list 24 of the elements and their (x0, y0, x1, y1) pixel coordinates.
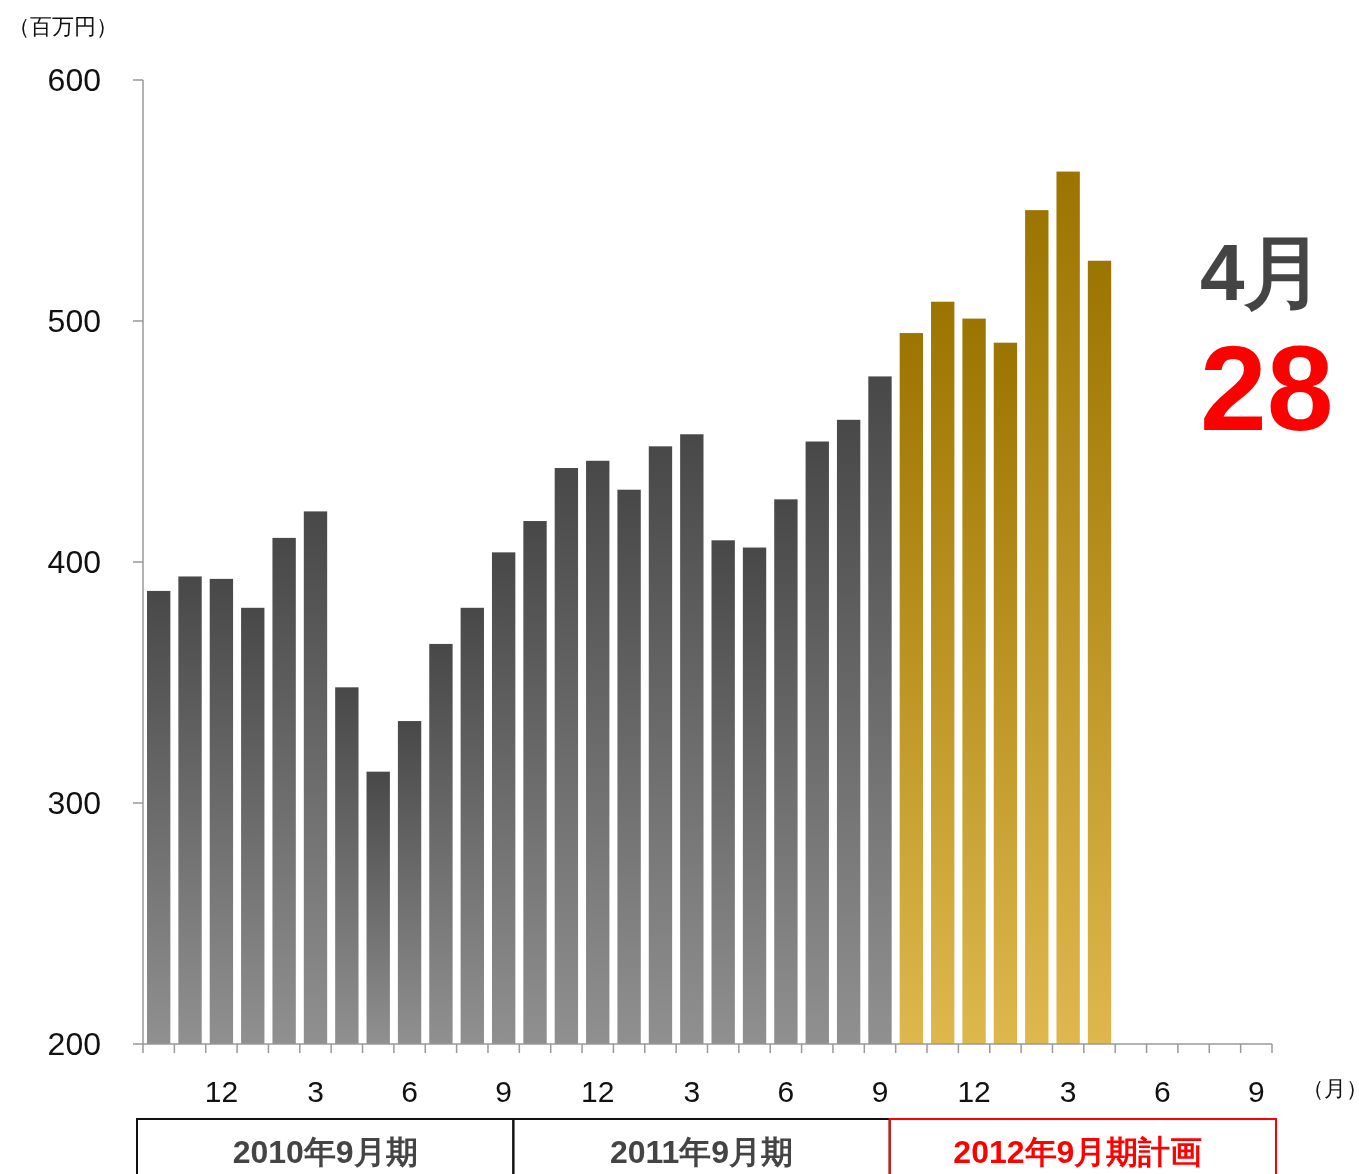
y-tick-label: 200 (47, 1026, 101, 1062)
x-tick-label: 9 (495, 1075, 512, 1108)
x-axis-title: （月） (1302, 1076, 1359, 1101)
text: 2012年9月期計画 (953, 1134, 1203, 1170)
x-tick-label: 12 (204, 1075, 239, 1108)
x-tick-label: 9 (1247, 1075, 1265, 1108)
text: 2011年9月期 (609, 1134, 794, 1170)
x-tick-label: 3 (1059, 1075, 1077, 1108)
text: 2010年9月期 (232, 1134, 418, 1170)
y-tick-label: 500 (47, 303, 101, 339)
x-tick-label: 3 (307, 1075, 324, 1108)
annotation: 28 (1200, 321, 1334, 455)
x-tick-label: 12 (581, 1075, 615, 1108)
x-tick-label: 3 (683, 1075, 701, 1108)
x-tick-label: 6 (1153, 1075, 1171, 1108)
x-tick-label: 6 (401, 1075, 418, 1108)
x-tick-label: 12 (957, 1075, 991, 1108)
x-tick-label: 9 (871, 1075, 889, 1108)
annotation: 4月 (1200, 228, 1325, 317)
y-axis-title: （百万円） (8, 14, 118, 39)
y-tick-label: 300 (47, 785, 101, 821)
x-tick-label: 6 (777, 1075, 795, 1108)
y-tick-label: 600 (47, 62, 101, 98)
y-tick-label: 400 (47, 544, 101, 580)
